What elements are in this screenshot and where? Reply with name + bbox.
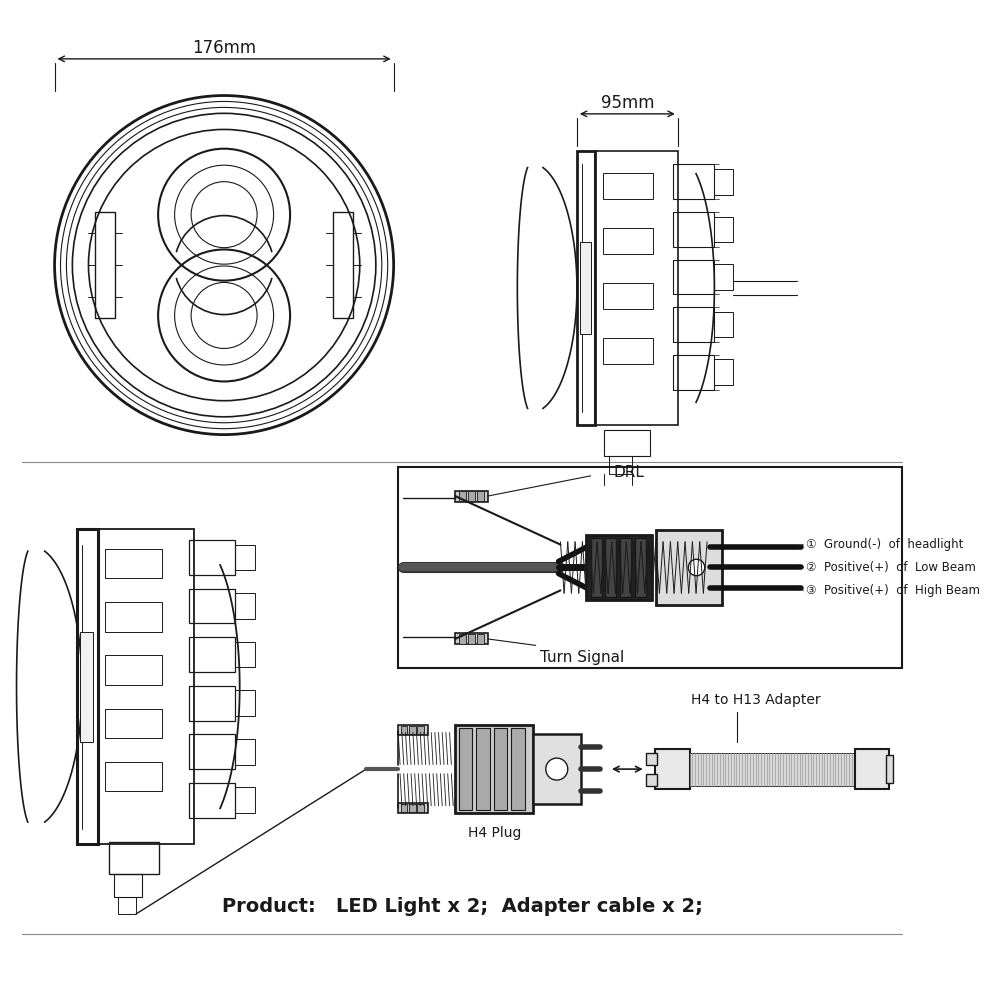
Bar xyxy=(655,749,690,789)
Bar xyxy=(333,212,353,318)
Bar xyxy=(690,753,855,786)
Bar xyxy=(417,804,424,812)
Bar xyxy=(95,212,115,318)
Bar xyxy=(494,728,507,810)
Circle shape xyxy=(688,559,705,576)
Bar xyxy=(235,642,255,667)
Bar xyxy=(109,842,159,874)
Text: Turn Signal: Turn Signal xyxy=(540,650,625,665)
Bar xyxy=(118,897,136,914)
Bar xyxy=(189,783,235,818)
Bar xyxy=(455,725,533,813)
Bar xyxy=(620,538,631,597)
Bar xyxy=(591,538,602,597)
Text: DRL: DRL xyxy=(614,465,644,480)
Bar xyxy=(533,734,581,804)
Text: ③  Positive(+)  of  High Beam: ③ Positive(+) of High Beam xyxy=(806,584,980,597)
Bar xyxy=(604,430,650,456)
Bar xyxy=(105,655,162,685)
Bar xyxy=(595,151,678,425)
Bar xyxy=(586,535,652,600)
Text: H4 to H13 Adapter: H4 to H13 Adapter xyxy=(691,693,820,707)
Bar xyxy=(609,456,632,474)
Bar xyxy=(398,467,902,668)
Bar xyxy=(714,169,733,195)
Text: H4 Plug: H4 Plug xyxy=(468,826,521,840)
Bar xyxy=(468,634,475,644)
Bar xyxy=(189,637,235,672)
Bar xyxy=(476,728,490,810)
Bar xyxy=(886,755,893,783)
Bar xyxy=(189,686,235,721)
Bar xyxy=(105,602,162,632)
Circle shape xyxy=(546,758,568,780)
Bar xyxy=(189,734,235,769)
Bar xyxy=(673,307,714,342)
Bar xyxy=(468,491,475,501)
Bar xyxy=(673,260,714,294)
Bar xyxy=(409,804,416,812)
Bar xyxy=(580,242,591,334)
Text: 95mm: 95mm xyxy=(601,94,654,112)
Bar xyxy=(398,725,428,735)
Bar xyxy=(603,283,653,309)
Bar xyxy=(417,726,424,734)
Bar xyxy=(714,359,733,385)
Bar xyxy=(235,787,255,813)
Bar xyxy=(714,312,733,337)
Bar xyxy=(673,355,714,390)
Bar xyxy=(477,634,484,644)
Bar xyxy=(656,530,722,605)
Bar xyxy=(459,728,472,810)
Text: 176mm: 176mm xyxy=(192,39,256,57)
Bar xyxy=(235,593,255,619)
Bar xyxy=(603,173,653,199)
Bar xyxy=(105,709,162,738)
Bar xyxy=(603,228,653,254)
Text: Product:   LED Light x 2;  Adapter cable x 2;: Product: LED Light x 2; Adapter cable x … xyxy=(222,897,703,916)
Bar xyxy=(189,589,235,623)
Bar xyxy=(459,634,466,644)
Bar xyxy=(105,762,162,791)
Bar xyxy=(398,803,428,813)
Bar xyxy=(459,491,466,501)
Bar xyxy=(605,538,616,597)
Bar xyxy=(511,728,525,810)
Bar xyxy=(235,545,255,570)
Bar xyxy=(673,212,714,247)
Bar xyxy=(401,804,407,812)
Bar xyxy=(77,529,98,844)
Bar xyxy=(235,690,255,716)
Bar xyxy=(235,739,255,765)
Bar xyxy=(646,774,657,786)
Bar xyxy=(577,151,595,425)
Bar xyxy=(714,264,733,290)
Bar xyxy=(477,491,484,501)
Bar xyxy=(714,217,733,242)
Bar xyxy=(855,749,889,789)
Bar xyxy=(455,633,488,644)
Bar xyxy=(98,529,194,844)
Text: ②  Positive(+)  of  Low Beam: ② Positive(+) of Low Beam xyxy=(806,561,976,574)
Bar xyxy=(603,338,653,364)
Bar xyxy=(409,726,416,734)
Text: ①  Ground(-)  of  headlight: ① Ground(-) of headlight xyxy=(806,538,963,551)
Bar xyxy=(189,540,235,575)
Bar xyxy=(105,549,162,578)
Bar xyxy=(114,874,142,897)
Bar xyxy=(646,753,657,765)
Bar xyxy=(673,164,714,199)
Bar xyxy=(401,726,407,734)
Bar xyxy=(635,538,646,597)
Bar xyxy=(455,491,488,502)
Bar xyxy=(80,632,93,742)
